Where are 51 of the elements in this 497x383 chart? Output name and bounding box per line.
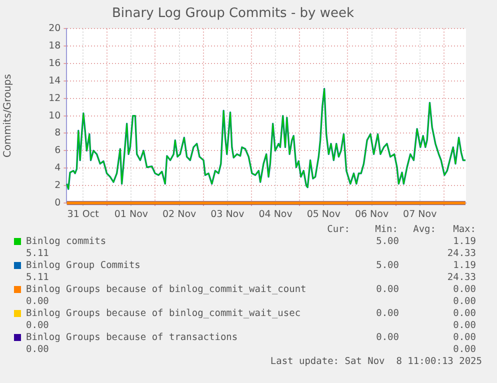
y-tick-label: 20 — [48, 23, 61, 34]
text: 0.00 — [453, 308, 476, 319]
text: 24.33 — [447, 248, 476, 259]
text: Avg: — [413, 224, 436, 235]
y-tick-label: 16 — [48, 58, 61, 69]
y-tick-label: 12 — [48, 92, 61, 104]
text: 5.00 — [376, 236, 399, 247]
y-tick-label: 10 — [48, 110, 61, 122]
chart-title: Binary Log Group Commits - by week — [112, 6, 354, 22]
legend-label: Binlog Groups because of binlog_commit_wait_count — [26, 284, 306, 295]
legend-label: Binlog Group Commits — [26, 260, 140, 271]
x-tick-label: 05 Nov — [306, 209, 341, 220]
text: 0.00 — [376, 308, 399, 319]
text: 0.00 — [26, 344, 49, 355]
text: Cur: — [327, 224, 350, 235]
x-tick-label: 06 Nov — [354, 209, 389, 220]
x-tick-label: 07 Nov — [403, 209, 438, 220]
y-tick-label: 8 — [54, 128, 61, 139]
x-tick-label: 03 Nov — [210, 209, 245, 220]
y-tick-label: 18 — [48, 40, 61, 52]
y-tick-label: 14 — [48, 75, 61, 86]
text: 0.00 — [453, 296, 476, 307]
legend-label: Binlog Groups because of binlog_commit_wait_usec — [26, 308, 301, 319]
text: 1.19 — [453, 236, 476, 247]
text: 0.00 — [453, 284, 476, 295]
text: 0.00 — [376, 284, 399, 295]
text: 0.00 — [453, 344, 476, 355]
y-axis-title: Commits/Groups — [2, 74, 14, 158]
text: 5.00 — [376, 260, 399, 271]
y-tick-label: 0 — [54, 197, 61, 208]
y-tick-label: 2 — [54, 180, 61, 192]
x-tick-label: 01 Nov — [114, 209, 148, 220]
x-tick-label: 02 Nov — [162, 209, 197, 220]
text: Last update: Sat Nov 8 11:00:13 2025 — [270, 356, 482, 367]
text: 0.00 — [453, 332, 476, 343]
y-tick-label: 4 — [54, 162, 61, 174]
x-tick-label: 04 Nov — [258, 209, 293, 220]
x-tick-label: 31 Oct — [67, 209, 100, 220]
legend-label: Binlog Groups because of transactions — [26, 332, 238, 343]
text: Max: — [453, 224, 476, 235]
text: 5.11 — [26, 248, 49, 259]
text: 0.00 — [376, 332, 399, 343]
text: Min: — [375, 224, 398, 235]
text: 0.00 — [26, 320, 49, 331]
text: 0.00 — [453, 320, 476, 331]
text: 24.33 — [447, 272, 476, 283]
text: 1.19 — [453, 260, 476, 271]
text: 0.00 — [26, 296, 49, 307]
legend-label: Binlog commits — [26, 236, 106, 247]
text: 5.11 — [26, 272, 49, 283]
y-tick-label: 6 — [54, 145, 61, 156]
